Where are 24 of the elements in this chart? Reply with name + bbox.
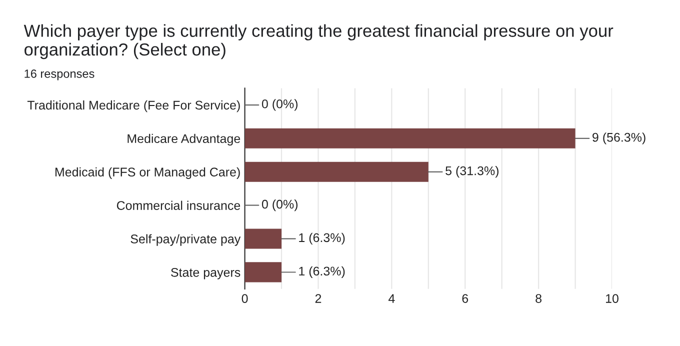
bar [244, 262, 282, 282]
bar [244, 128, 576, 148]
data-label: 9 (56.3%) [592, 132, 646, 144]
data-label: 5 (31.3%) [446, 166, 498, 178]
x-tick-label: 10 [606, 294, 618, 303]
y-tick-label: Commercial insurance [116, 200, 240, 210]
y-tick-label: Traditional Medicare (Fee For Service) [27, 100, 240, 112]
text: 16 responses [24, 70, 94, 80]
bar [244, 162, 428, 182]
x-tick-label: 0 [242, 294, 248, 303]
y-tick-label: Medicare Advantage [128, 134, 240, 146]
y-tick-label: State payers [171, 268, 240, 280]
x-tick-label: 4 [388, 294, 395, 303]
data-label: 1 (6.3%) [299, 232, 345, 245]
x-tick-label: 2 [315, 294, 322, 303]
chart-title: Which payer type is currently creating the greatest financial pressure on your organization? (Select one) [24, 24, 614, 60]
data-label: 0 (0%) [262, 199, 298, 212]
y-tick-label: Medicaid (FFS or Managed Care) [55, 167, 240, 179]
data-label: 1 (6.3%) [299, 266, 345, 278]
x-tick-label: 6 [462, 294, 468, 303]
y-tick-label: Self-pay/private pay [130, 234, 241, 246]
data-label: 0 (0%) [262, 99, 298, 111]
x-tick-label: 8 [536, 294, 542, 303]
bar [244, 228, 282, 249]
